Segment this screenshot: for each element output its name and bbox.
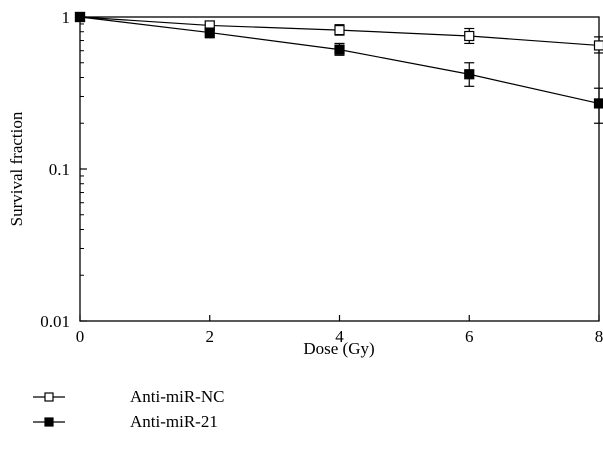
legend-item-anti-mir-nc: Anti-miR-NC: [31, 387, 291, 407]
data-point: [334, 25, 345, 36]
y-tick-label: 0.01: [40, 312, 70, 331]
legend-filled-square-marker-icon: [33, 417, 65, 427]
axes: [79, 16, 600, 322]
plot-frame: [79, 16, 600, 322]
y-tick-label: 1: [62, 8, 71, 27]
legend-label-anti-mir-21: Anti-miR-21: [130, 412, 218, 431]
y-tick-label: 0.1: [49, 160, 70, 179]
legend-label-anti-mir-nc: Anti-miR-NC: [130, 387, 225, 406]
x-tick-label: 0: [76, 327, 85, 346]
data-point: [334, 44, 345, 55]
data-point: [593, 98, 603, 109]
legend-open-square-marker-icon: [33, 392, 65, 402]
data-point: [74, 11, 86, 23]
y-axis-label: Survival fraction: [7, 111, 26, 226]
legend-item-anti-mir-21: Anti-miR-21: [31, 412, 291, 432]
data-point: [464, 69, 475, 80]
x-tick-label: 6: [465, 327, 474, 346]
error-bars: [204, 20, 603, 124]
x-axis-label: Dose (Gy): [303, 339, 374, 358]
series-markers: [74, 11, 603, 109]
data-point: [204, 27, 215, 38]
data-point: [593, 40, 603, 51]
ticks: 0 2 4 6 8 0.01 0.1 1: [40, 8, 603, 346]
data-point: [464, 30, 475, 42]
x-tick-label: 4: [335, 327, 344, 346]
x-tick-label: 8: [595, 327, 603, 346]
x-tick-label: 2: [206, 327, 215, 346]
